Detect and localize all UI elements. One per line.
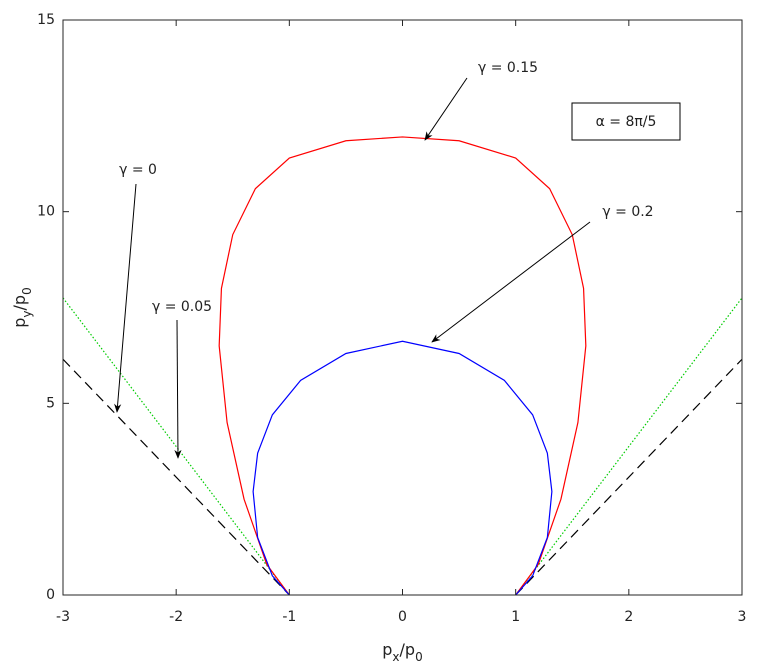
x-tick-label: 2 xyxy=(624,609,633,625)
y-tick-label: 5 xyxy=(46,395,55,411)
subscript: x xyxy=(392,650,399,664)
annotation: α = 8π/5 xyxy=(596,114,657,130)
ylabel-label: py/p0 xyxy=(10,287,34,327)
label-part: p xyxy=(10,318,29,328)
arrow xyxy=(174,319,182,459)
arrow xyxy=(431,221,591,343)
series-label: γ = 0.15 xyxy=(478,60,538,76)
curve xyxy=(515,358,743,596)
xlabel-label: px/p0 xyxy=(382,640,422,664)
y-tick-label: 15 xyxy=(37,12,55,28)
x-tick-label: 0 xyxy=(398,609,407,625)
curve xyxy=(62,297,290,596)
y-tick-label: 0 xyxy=(46,587,55,603)
label-part: /p xyxy=(10,295,29,311)
x-tick-label: -3 xyxy=(56,609,70,625)
annotation-box xyxy=(571,102,681,141)
series-label: γ = 0.05 xyxy=(152,299,212,315)
series-label: γ = 0.2 xyxy=(602,204,653,220)
arrow xyxy=(424,77,468,141)
x-tick-label: -2 xyxy=(169,609,183,625)
curve xyxy=(62,358,290,596)
arrow xyxy=(114,183,137,413)
y-tick-label: 10 xyxy=(37,204,55,220)
subscript: 0 xyxy=(20,287,34,295)
x-tick-label: 1 xyxy=(511,609,520,625)
curve xyxy=(252,340,553,596)
curve xyxy=(515,297,743,596)
label-part: p xyxy=(382,640,392,659)
series-label: γ = 0 xyxy=(119,162,157,178)
curve xyxy=(218,136,587,596)
subscript: y xyxy=(20,310,34,317)
x-tick-label: 3 xyxy=(738,609,747,625)
x-tick-label: -1 xyxy=(282,609,296,625)
label-part: /p xyxy=(400,640,416,659)
subscript: 0 xyxy=(415,650,423,664)
